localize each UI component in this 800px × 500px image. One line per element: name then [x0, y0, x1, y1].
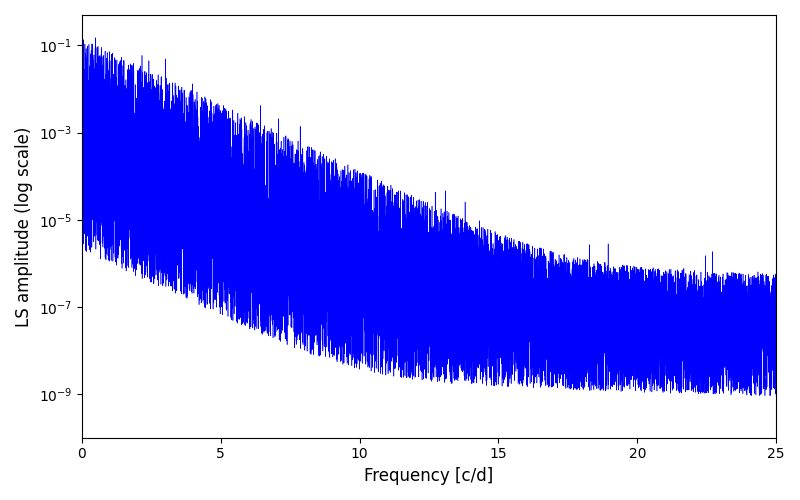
X-axis label: Frequency [c/d]: Frequency [c/d] — [364, 467, 494, 485]
Y-axis label: LS amplitude (log scale): LS amplitude (log scale) — [15, 126, 33, 326]
